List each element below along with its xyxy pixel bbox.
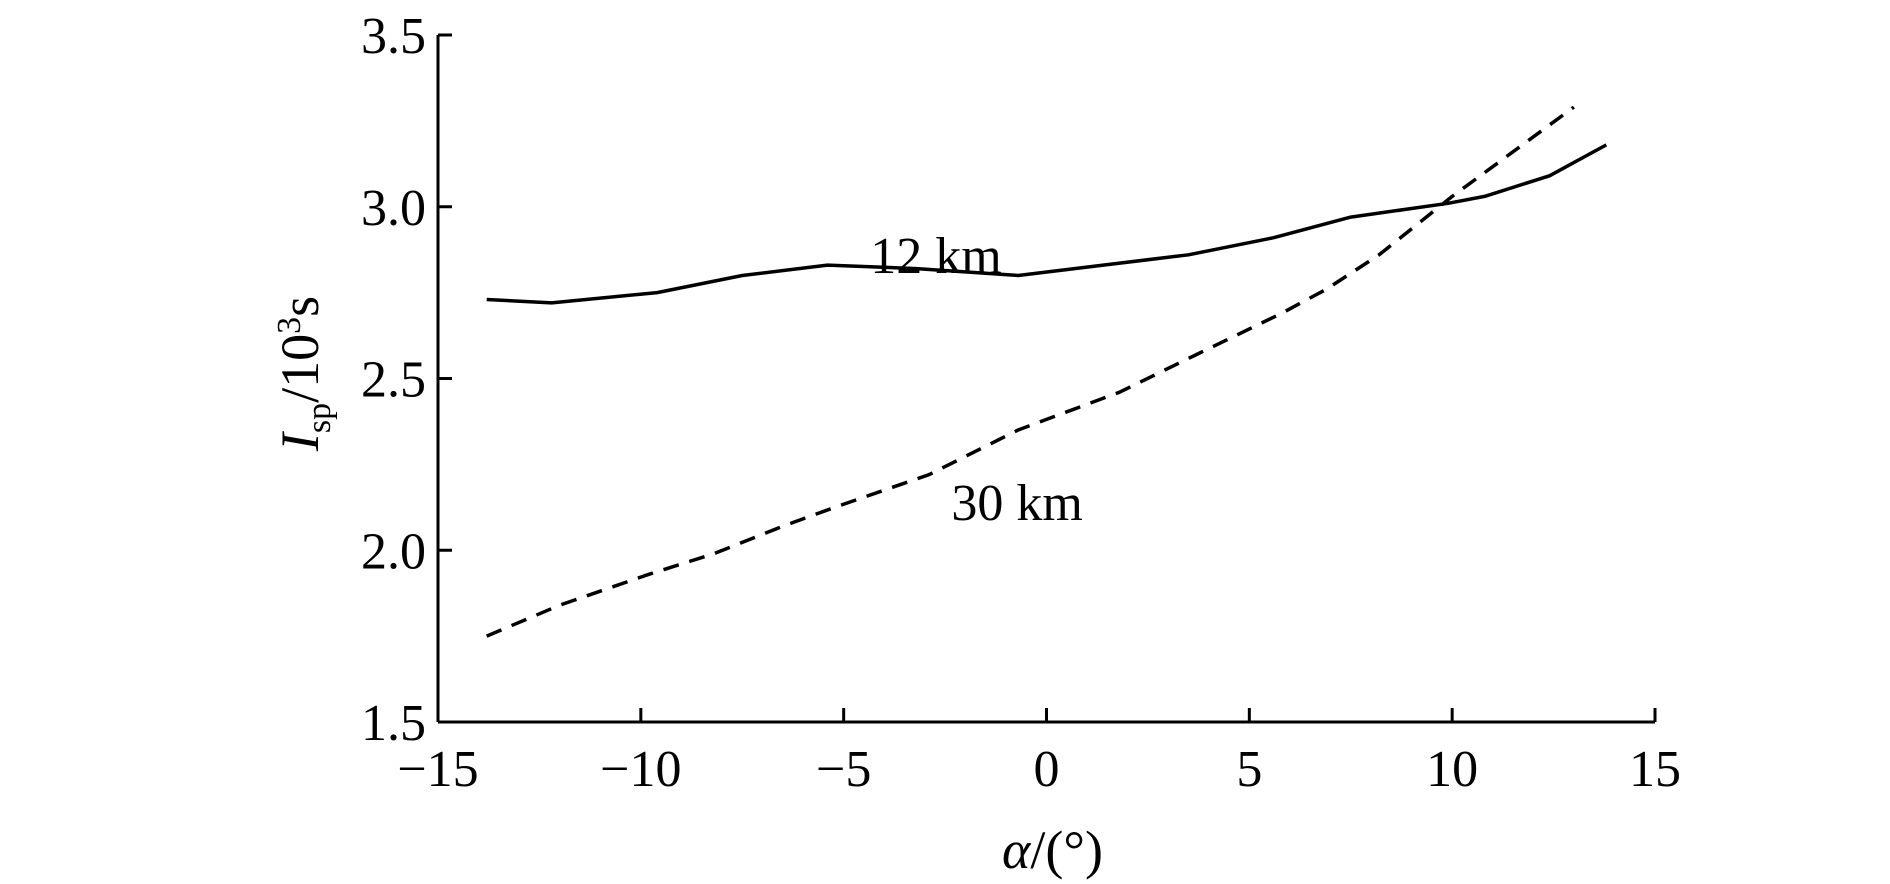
series-label-1: 12 km: [870, 228, 1001, 285]
y-axis-unit-base: /10: [270, 334, 330, 403]
x-tick-label: 15: [1629, 741, 1681, 798]
y-tick-label: 2.0: [361, 523, 426, 580]
x-axis-unit: /(°): [1030, 820, 1103, 880]
x-tick-label: −10: [600, 741, 681, 798]
x-axis-title: α/(°): [1002, 820, 1103, 880]
x-ticks: −15 −10 −5 0 5 10 15: [397, 708, 1681, 798]
x-tick-label: 0: [1034, 741, 1060, 798]
y-tick-label: 3.0: [361, 180, 426, 237]
series-line-2: [486, 105, 1575, 638]
x-tick-label: −5: [816, 741, 871, 798]
y-axis-unit-tail: s: [270, 296, 330, 317]
y-axis-title: Isp/103s: [270, 296, 338, 452]
series-label-2: 30 km: [951, 475, 1082, 532]
y-axis-subscript: sp: [301, 403, 338, 433]
series-line-1: [486, 143, 1608, 305]
y-tick-label: 3.5: [361, 8, 426, 65]
x-tick-label: 5: [1236, 741, 1262, 798]
x-axis-symbol: α: [1002, 820, 1032, 880]
axes: [436, 35, 1655, 724]
x-tick-label: −15: [397, 741, 478, 798]
series-layer: 12 km 30 km: [486, 105, 1608, 638]
y-tick-label: 2.5: [361, 352, 426, 409]
y-tick-label: 1.5: [361, 695, 426, 752]
x-tick-label: 10: [1426, 741, 1478, 798]
y-axis-unit-exponent: 3: [271, 317, 308, 334]
y-ticks: 1.5 2.0 2.5 3.0 3.5: [361, 8, 452, 752]
y-axis-symbol: I: [270, 430, 330, 452]
